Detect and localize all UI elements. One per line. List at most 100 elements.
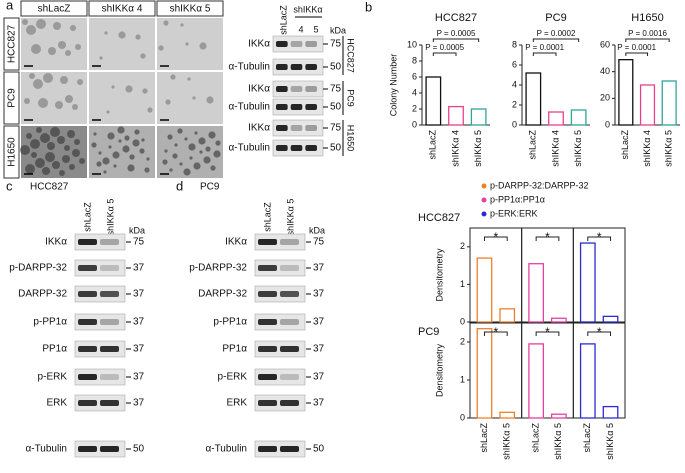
colony [117,126,125,134]
bar [602,405,619,419]
micrograph [157,18,223,70]
colony [38,98,48,108]
cell-line-label: H1650 [346,125,356,152]
blot-strip [74,259,126,277]
band-label: ERK [46,398,67,409]
colony [36,19,46,29]
band [258,446,277,452]
band [100,346,119,352]
bar [548,111,564,126]
y-tick-label: 4 [412,87,417,97]
colony [208,131,216,139]
colony [26,25,36,35]
blot-strip [254,233,306,251]
colony [22,19,28,25]
y-tick-label: 0 [412,119,417,129]
y-tick-label: 60 [600,39,610,49]
colony [194,131,198,135]
band-label: α-Tubulin [228,62,270,73]
blot-strip [74,368,126,386]
p-value: P = 0.0005 [437,29,476,38]
band-label: IKKα [248,123,270,134]
band [100,265,119,271]
chart-title: PC9 [545,12,566,24]
band [258,319,277,325]
colony [179,162,183,166]
legend-marker [481,211,487,217]
colony [213,150,221,158]
colony [185,42,189,46]
band [258,291,277,297]
kda-label: 50 [330,143,342,154]
band-label: α-Tubulin [25,444,67,455]
lane-label: shLacZ [278,5,288,35]
y-tick-label: 6 [512,59,517,69]
y-tick-label: 2 [512,99,517,109]
micrograph [89,18,155,70]
band [100,291,119,297]
band [280,446,299,452]
bar [425,76,442,126]
blot-strip [74,313,126,331]
row-label: PC9 [7,88,18,108]
band [78,265,97,271]
x-tick-label: shIKKα 5 [605,423,615,460]
row-box [3,125,20,179]
bar [448,105,464,126]
kda-label: 37 [133,263,145,274]
band [276,86,288,92]
band [78,446,97,452]
cell-line-label: HCC827 [346,38,356,73]
bar [528,263,545,323]
significance-bracket [587,331,612,336]
cell-line-label: PC9 [346,89,356,107]
kda-label: 37 [133,344,145,355]
kda-label: 50 [133,444,145,455]
colony [146,157,150,161]
colony [106,110,110,114]
column-label: shLacZ [38,4,71,15]
header-box [88,0,156,17]
band-label: PP1α [222,344,247,355]
x-tick-label: shIKKα 4 [550,130,560,167]
y-tick-label: 2 [460,241,465,251]
colony [139,148,145,154]
colony [205,146,211,152]
band [276,104,288,110]
band [305,41,317,47]
band [276,145,288,151]
lane-label: 4 [298,24,303,34]
kda-label: 37 [133,372,145,383]
colony [118,31,126,39]
lane-label: shLacZ [82,202,92,232]
band [78,319,97,325]
y-tick-label: 2 [412,103,417,113]
significance-mark: * [545,230,550,244]
band-label: α-Tubulin [205,444,247,455]
colony [33,79,43,89]
y-axis-label: Densitometry [434,248,444,302]
legend-marker [481,197,487,203]
blot-strip [254,313,306,331]
colony [108,145,112,149]
colony [142,88,148,94]
band [280,400,299,406]
colony [193,162,201,170]
colony [187,77,191,81]
band [280,374,299,380]
colony [24,98,30,104]
band [78,374,97,380]
kda-label: 50 [313,444,325,455]
colony [36,127,42,133]
kda-label: 37 [133,398,145,409]
colony [53,22,61,30]
colony [57,136,65,144]
colony [189,156,193,160]
bar [639,84,656,126]
band [276,64,288,70]
colony [79,158,85,164]
blot-title: HCC827 [30,182,69,193]
bar [618,59,634,126]
y-tick-label: 1 [460,374,465,384]
bar [602,315,619,323]
